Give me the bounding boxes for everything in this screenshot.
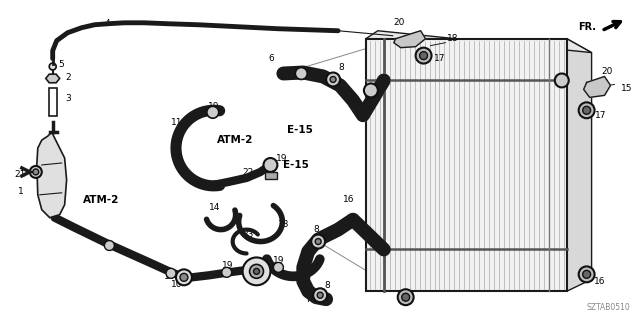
Circle shape — [104, 241, 115, 251]
Text: 19: 19 — [104, 242, 116, 251]
Text: 12: 12 — [251, 277, 262, 286]
Text: 19: 19 — [273, 256, 285, 265]
Circle shape — [30, 166, 42, 178]
Bar — [49, 88, 57, 116]
Circle shape — [326, 73, 340, 86]
Circle shape — [315, 238, 321, 244]
Bar — [266, 172, 277, 179]
Text: 16: 16 — [343, 195, 355, 204]
Circle shape — [176, 269, 192, 285]
Polygon shape — [36, 132, 67, 218]
Circle shape — [330, 76, 336, 83]
Text: 8: 8 — [313, 225, 319, 234]
Circle shape — [402, 293, 410, 301]
Bar — [366, 39, 567, 291]
Text: 16: 16 — [593, 277, 605, 286]
Circle shape — [397, 289, 413, 305]
Circle shape — [317, 292, 323, 298]
Circle shape — [253, 268, 259, 274]
Text: 6: 6 — [268, 54, 274, 63]
Polygon shape — [45, 74, 60, 83]
Circle shape — [250, 264, 264, 278]
Text: ATM-2: ATM-2 — [217, 135, 253, 145]
Polygon shape — [366, 31, 591, 52]
Text: 9: 9 — [308, 243, 314, 252]
Circle shape — [295, 68, 307, 79]
Text: 17: 17 — [433, 54, 445, 63]
Text: 8: 8 — [338, 63, 344, 72]
Text: 11: 11 — [170, 118, 182, 127]
Text: FR.: FR. — [579, 22, 596, 32]
Circle shape — [311, 235, 325, 249]
Circle shape — [582, 270, 591, 278]
Text: 15: 15 — [621, 84, 633, 93]
Text: 20: 20 — [602, 67, 613, 76]
Text: 23: 23 — [243, 230, 254, 239]
Polygon shape — [567, 39, 591, 291]
Circle shape — [420, 52, 428, 60]
Text: E-15: E-15 — [287, 125, 313, 135]
Circle shape — [207, 106, 219, 118]
Polygon shape — [584, 76, 611, 97]
Circle shape — [166, 268, 176, 278]
Text: ATM-2: ATM-2 — [83, 195, 119, 205]
Text: 14: 14 — [209, 203, 220, 212]
Circle shape — [364, 84, 378, 97]
Text: 2: 2 — [66, 73, 71, 82]
Circle shape — [49, 63, 56, 70]
Text: SZTAB0510: SZTAB0510 — [587, 303, 630, 312]
Text: 13: 13 — [278, 220, 290, 229]
Circle shape — [555, 74, 569, 87]
Circle shape — [221, 268, 232, 277]
Text: 19: 19 — [221, 261, 233, 270]
Text: 19: 19 — [164, 272, 175, 281]
Text: 21: 21 — [14, 171, 26, 180]
Polygon shape — [394, 31, 426, 48]
Text: 19: 19 — [208, 102, 220, 111]
Text: 10: 10 — [171, 280, 182, 289]
Text: 3: 3 — [66, 94, 72, 103]
Text: 8: 8 — [324, 281, 330, 290]
Circle shape — [579, 266, 595, 282]
Text: 20: 20 — [394, 18, 405, 27]
Text: 4: 4 — [104, 19, 110, 28]
Text: 5: 5 — [59, 60, 65, 69]
Circle shape — [33, 169, 39, 175]
Text: 22: 22 — [243, 168, 254, 177]
Circle shape — [579, 102, 595, 118]
Text: 17: 17 — [595, 111, 606, 120]
Text: 1: 1 — [18, 187, 24, 196]
Circle shape — [313, 288, 327, 302]
Circle shape — [273, 262, 284, 272]
Circle shape — [582, 106, 591, 114]
Text: 19: 19 — [276, 154, 288, 163]
Circle shape — [415, 48, 431, 64]
Text: 7: 7 — [305, 295, 311, 304]
Text: E-15: E-15 — [284, 160, 309, 170]
Circle shape — [243, 258, 271, 285]
Circle shape — [264, 158, 277, 172]
Text: 18: 18 — [447, 34, 459, 43]
Circle shape — [180, 273, 188, 281]
